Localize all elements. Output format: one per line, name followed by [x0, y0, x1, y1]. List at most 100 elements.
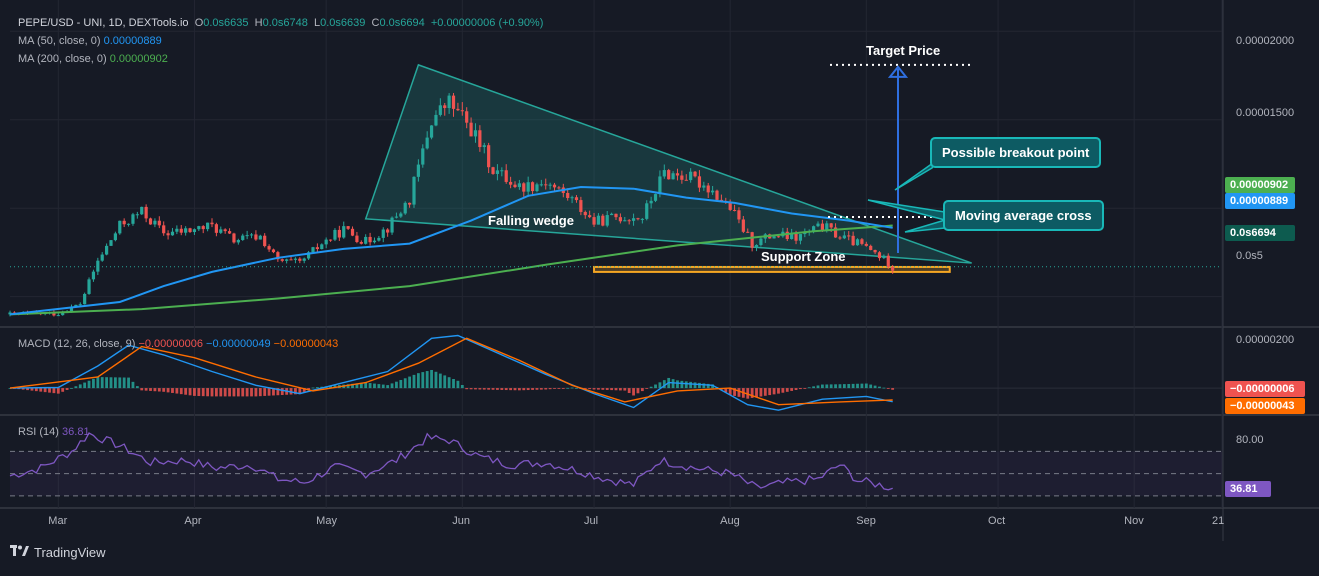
- candle-body: [236, 239, 240, 243]
- macd-histogram-bar: [241, 388, 245, 397]
- macd-histogram-bar: [614, 388, 618, 391]
- macd-histogram-bar: [856, 383, 859, 389]
- macd-histogram-bar: [610, 388, 614, 391]
- macd-histogram-bar: [478, 388, 482, 390]
- macd-histogram-bar: [711, 384, 715, 389]
- candle-body: [504, 170, 508, 182]
- macd-histogram-bar: [438, 373, 442, 389]
- ma200-label: MA (200, close, 0): [18, 53, 107, 65]
- candle-body: [566, 192, 570, 199]
- candle-body: [465, 111, 469, 123]
- macd-histogram-bar: [118, 377, 122, 389]
- candle-body: [227, 231, 232, 234]
- candle-body: [864, 243, 868, 246]
- candle-body: [487, 145, 491, 168]
- candle-body: [333, 229, 337, 240]
- candle-body: [126, 223, 131, 225]
- macd-header[interactable]: MACD (12, 26, close, 9) −0.00000006 −0.0…: [18, 337, 338, 351]
- macd-histogram-bar: [522, 388, 526, 391]
- candle-body: [377, 237, 381, 241]
- macd-histogram-bar: [878, 386, 881, 389]
- rsi-header[interactable]: RSI (14) 36.81: [18, 425, 90, 439]
- macd-histogram-bar: [39, 388, 43, 392]
- candle-body: [645, 203, 649, 219]
- candle-body: [596, 215, 601, 225]
- macd-histogram-bar: [799, 388, 802, 390]
- time-axis-tick: Apr: [184, 515, 202, 527]
- candle-body: [658, 176, 662, 195]
- open-label: O: [194, 17, 204, 29]
- candle-body: [618, 217, 622, 222]
- candle-body: [315, 247, 319, 250]
- candle-body: [689, 171, 693, 181]
- rsi-pane: [9, 432, 1222, 497]
- macd-histogram-bar: [140, 388, 144, 391]
- macd-histogram-bar: [412, 374, 416, 389]
- candle-body: [320, 244, 324, 250]
- candle-body: [210, 222, 214, 225]
- macd-histogram-bar: [842, 384, 846, 389]
- rsi-value: 36.81: [62, 426, 90, 438]
- macd-histogram-bar: [474, 388, 477, 390]
- ma50-legend[interactable]: MA (50, close, 0) 0.00000889: [18, 34, 162, 48]
- macd-histogram-bar: [803, 388, 807, 389]
- candle-body: [456, 108, 460, 111]
- macd-histogram-bar: [223, 388, 227, 397]
- macd-histogram-bar: [671, 379, 675, 389]
- candle-body: [851, 235, 855, 246]
- candle-body: [135, 214, 139, 216]
- breakout-callout[interactable]: Possible breakout point: [930, 137, 1102, 168]
- change-value: +0.00000006 (+0.90%): [430, 17, 544, 29]
- ma-cross-callout[interactable]: Moving average cross: [943, 200, 1104, 231]
- ma50-line: [9, 185, 893, 316]
- candle-body: [754, 244, 759, 248]
- macd-histogram-bar: [838, 384, 842, 389]
- candle-body: [741, 219, 745, 232]
- candle-body: [601, 215, 605, 226]
- candle-body: [289, 259, 293, 261]
- candle-body: [434, 114, 438, 126]
- macd-histogram-bar: [750, 388, 754, 398]
- rsi-line: [9, 432, 893, 491]
- macd-histogram-bar: [302, 388, 306, 392]
- macd-histogram-bar: [48, 388, 51, 393]
- candle-body: [175, 228, 179, 232]
- macd-histogram-bar: [460, 385, 464, 389]
- candle-body: [263, 235, 267, 247]
- candle-body: [675, 173, 680, 176]
- macd-histogram-bar: [206, 388, 210, 397]
- target-price-label: Target Price: [866, 43, 941, 58]
- candle-body: [166, 233, 170, 236]
- candle-body: [552, 184, 557, 188]
- candle-body: [522, 183, 526, 192]
- macd-histogram-bar: [812, 386, 816, 389]
- macd-histogram-bar: [30, 388, 34, 391]
- tradingview-brand[interactable]: TradingView: [10, 545, 106, 560]
- candle-body: [684, 179, 688, 181]
- candle-body: [855, 239, 860, 246]
- candle-body: [759, 238, 763, 245]
- footer: [0, 541, 1319, 571]
- time-axis-tick: Nov: [1124, 515, 1144, 527]
- candle-body: [56, 315, 60, 317]
- candle-body: [732, 209, 737, 211]
- macd-histogram-bar: [768, 388, 772, 396]
- macd-histogram-bar: [179, 388, 183, 395]
- macd-histogram-bar: [232, 388, 236, 397]
- macd-histogram-bar: [83, 382, 87, 389]
- macd-histogram-bar: [662, 380, 666, 389]
- macd-histogram-bar: [228, 388, 231, 397]
- macd-histogram-bar: [390, 383, 394, 389]
- macd-histogram-bar: [421, 372, 425, 389]
- macd-histogram-bar: [364, 382, 368, 389]
- macd-histogram-bar: [96, 377, 100, 389]
- candle-body: [83, 293, 87, 305]
- macd-histogram-bar: [26, 388, 29, 391]
- candle-body: [491, 167, 495, 174]
- macd-histogram-bar: [693, 382, 697, 389]
- candle-body: [412, 176, 416, 205]
- ma200-legend[interactable]: MA (200, close, 0) 0.00000902: [18, 52, 168, 66]
- candle-body: [482, 145, 486, 148]
- time-axis-tick: Mar: [48, 515, 68, 527]
